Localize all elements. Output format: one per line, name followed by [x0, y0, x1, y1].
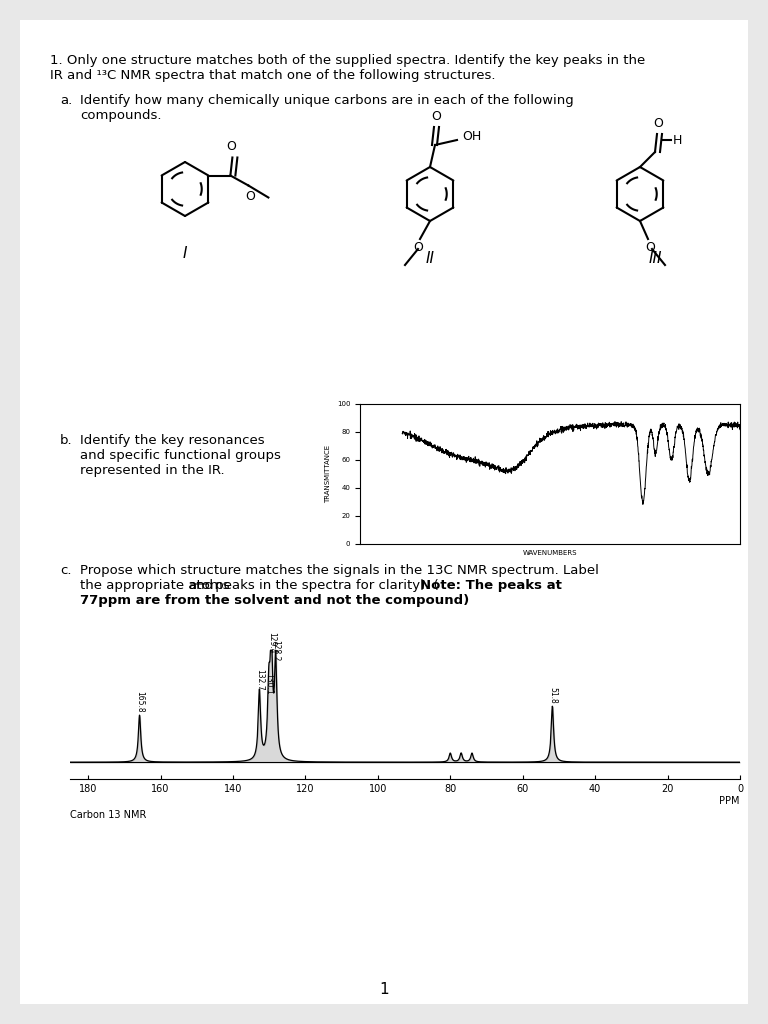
Text: 51.8: 51.8 — [548, 687, 557, 703]
Text: I: I — [183, 246, 187, 261]
Text: 128.2: 128.2 — [271, 640, 280, 662]
Text: O: O — [431, 110, 441, 123]
FancyBboxPatch shape — [20, 20, 748, 1004]
Text: compounds.: compounds. — [80, 109, 161, 122]
Text: O: O — [413, 241, 423, 254]
Text: and: and — [188, 579, 214, 592]
Text: Note: The peaks at: Note: The peaks at — [420, 579, 562, 592]
Text: 129.4: 129.4 — [266, 632, 276, 653]
Text: a.: a. — [60, 94, 72, 106]
Text: Propose which structure matches the signals in the 13C NMR spectrum. Label: Propose which structure matches the sign… — [80, 564, 599, 577]
Text: O: O — [653, 117, 663, 130]
Y-axis label: TRANSMITTANCE: TRANSMITTANCE — [325, 445, 331, 503]
Text: O: O — [246, 190, 255, 204]
Text: peaks in the spectra for clarity). (: peaks in the spectra for clarity). ( — [211, 579, 439, 592]
Text: c.: c. — [60, 564, 71, 577]
Text: 1: 1 — [379, 981, 389, 996]
Text: Carbon 13 NMR: Carbon 13 NMR — [70, 810, 147, 820]
Text: 165.8: 165.8 — [135, 691, 144, 713]
Text: O: O — [645, 241, 655, 254]
Text: 77ppm are from the solvent and not the compound): 77ppm are from the solvent and not the c… — [80, 594, 469, 607]
Text: O: O — [227, 140, 237, 154]
Text: PPM: PPM — [720, 796, 740, 806]
Text: 132.7: 132.7 — [255, 669, 264, 690]
Text: Identify how many chemically unique carbons are in each of the following: Identify how many chemically unique carb… — [80, 94, 574, 106]
Text: 130.1: 130.1 — [264, 674, 273, 695]
Text: 1. Only one structure matches both of the supplied spectra. Identify the key pea: 1. Only one structure matches both of th… — [50, 54, 645, 67]
Text: represented in the IR.: represented in the IR. — [80, 464, 224, 477]
Text: the appropriate atoms: the appropriate atoms — [80, 579, 234, 592]
Text: IR and ¹³C NMR spectra that match one of the following structures.: IR and ¹³C NMR spectra that match one of… — [50, 69, 495, 82]
Text: and specific functional groups: and specific functional groups — [80, 449, 281, 462]
Text: b.: b. — [60, 434, 73, 447]
X-axis label: WAVENUMBERS: WAVENUMBERS — [523, 550, 578, 556]
Text: Identify the key resonances: Identify the key resonances — [80, 434, 265, 447]
Text: III: III — [648, 251, 662, 266]
Text: OH: OH — [462, 130, 482, 143]
Text: II: II — [425, 251, 435, 266]
Text: H: H — [673, 133, 683, 146]
